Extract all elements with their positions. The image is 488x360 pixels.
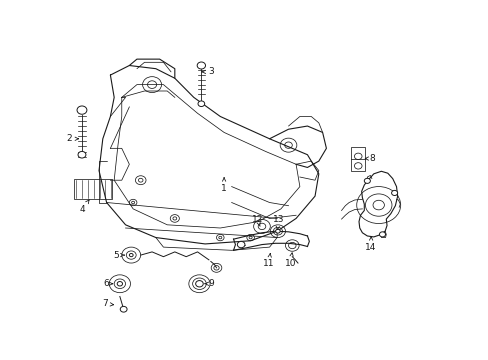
Circle shape [129,253,133,257]
Text: 10: 10 [284,253,296,268]
Circle shape [77,106,87,114]
Bar [350,147,365,171]
Text: 8: 8 [365,154,374,163]
Text: 4: 4 [79,200,89,214]
Text: 7: 7 [102,299,113,308]
Text: 2: 2 [66,134,78,143]
Text: 14: 14 [365,237,376,252]
Circle shape [78,152,86,158]
Text: 5: 5 [113,251,124,260]
Bar [74,179,112,199]
Text: 6: 6 [103,279,112,288]
Text: 11: 11 [263,253,274,268]
Circle shape [195,280,203,287]
Circle shape [120,306,127,312]
Circle shape [364,178,369,183]
Text: 1: 1 [221,178,226,193]
Text: 3: 3 [202,67,213,76]
Circle shape [117,282,122,286]
Circle shape [197,62,205,69]
Circle shape [379,232,385,237]
Circle shape [275,229,280,233]
Text: 13: 13 [273,215,284,230]
Text: 12: 12 [251,215,263,226]
Circle shape [237,242,244,248]
Circle shape [391,190,397,195]
Text: 9: 9 [204,279,213,288]
Circle shape [198,101,204,107]
